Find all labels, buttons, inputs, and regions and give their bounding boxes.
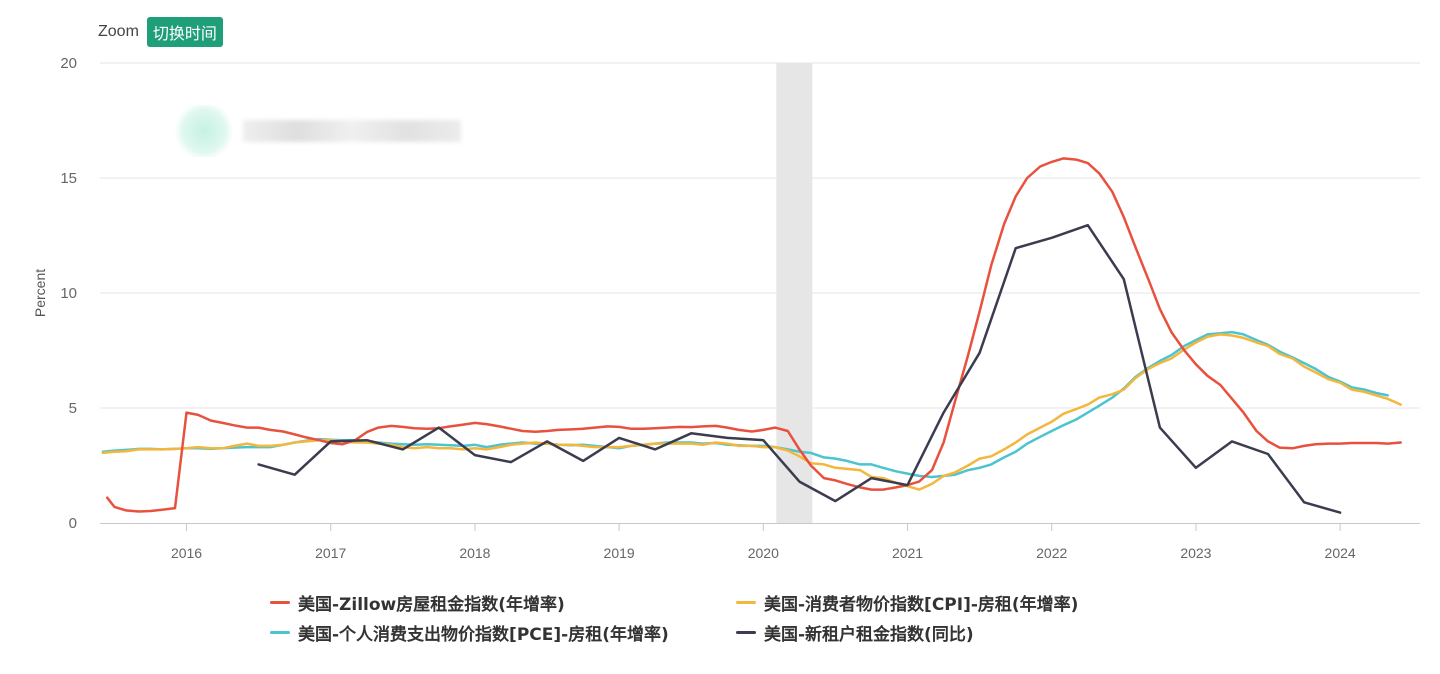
legend-item-cpi[interactable]: 美国-消费者物价指数[CPI]-房租(年增率) (736, 590, 1078, 615)
legend-swatch-pce (270, 631, 290, 634)
watermark-text (243, 120, 461, 142)
watermark-logo (175, 105, 233, 157)
x-tick-label: 2020 (748, 545, 779, 561)
legend-item-new-rent[interactable]: 美国-新租户租金指数(同比) (736, 620, 974, 645)
legend-label-cpi: 美国-消费者物价指数[CPI]-房租(年增率) (764, 595, 1079, 615)
zoom-label: Zoom (98, 23, 139, 40)
switch-time-button[interactable]: 切换时间 (146, 17, 223, 47)
x-tick-label: 2017 (315, 545, 346, 561)
x-tick-label: 2023 (1180, 545, 1211, 561)
x-tick-label: 2021 (892, 545, 923, 561)
x-tick-label: 2016 (171, 545, 202, 561)
legend-swatch-zillow (270, 601, 290, 604)
x-tick-label: 2024 (1325, 545, 1356, 561)
y-tick-label: 5 (69, 400, 77, 417)
x-tick-label: 2018 (459, 545, 490, 561)
x-tick-label: 2022 (1036, 545, 1067, 561)
legend-swatch-new-rent (736, 631, 756, 634)
legend-label-zillow: 美国-Zillow房屋租金指数(年增率) (298, 595, 565, 615)
legend-label-new-rent: 美国-新租户租金指数(同比) (764, 625, 974, 645)
y-tick-label: 0 (69, 515, 77, 532)
series-line-new-rent[interactable] (257, 223, 1342, 514)
series-line-pce[interactable] (101, 330, 1389, 479)
x-tick-label: 2019 (604, 545, 635, 561)
legend-item-zillow[interactable]: 美国-Zillow房屋租金指数(年增率) (270, 590, 565, 615)
zoom-control: Zoom 切换时间 (98, 17, 223, 47)
series-line-zillow[interactable] (105, 157, 1402, 513)
legend-label-pce: 美国-个人消费支出物价指数[PCE]-房租(年增率) (298, 625, 669, 645)
y-tick-label: 15 (60, 170, 77, 187)
y-axis-label: Percent (32, 269, 48, 317)
y-tick-label: 10 (60, 285, 77, 302)
legend-item-pce[interactable]: 美国-个人消费支出物价指数[PCE]-房租(年增率) (270, 620, 669, 645)
series-line-cpi[interactable] (101, 333, 1402, 491)
y-tick-label: 20 (60, 55, 77, 72)
legend-swatch-cpi (736, 601, 756, 604)
